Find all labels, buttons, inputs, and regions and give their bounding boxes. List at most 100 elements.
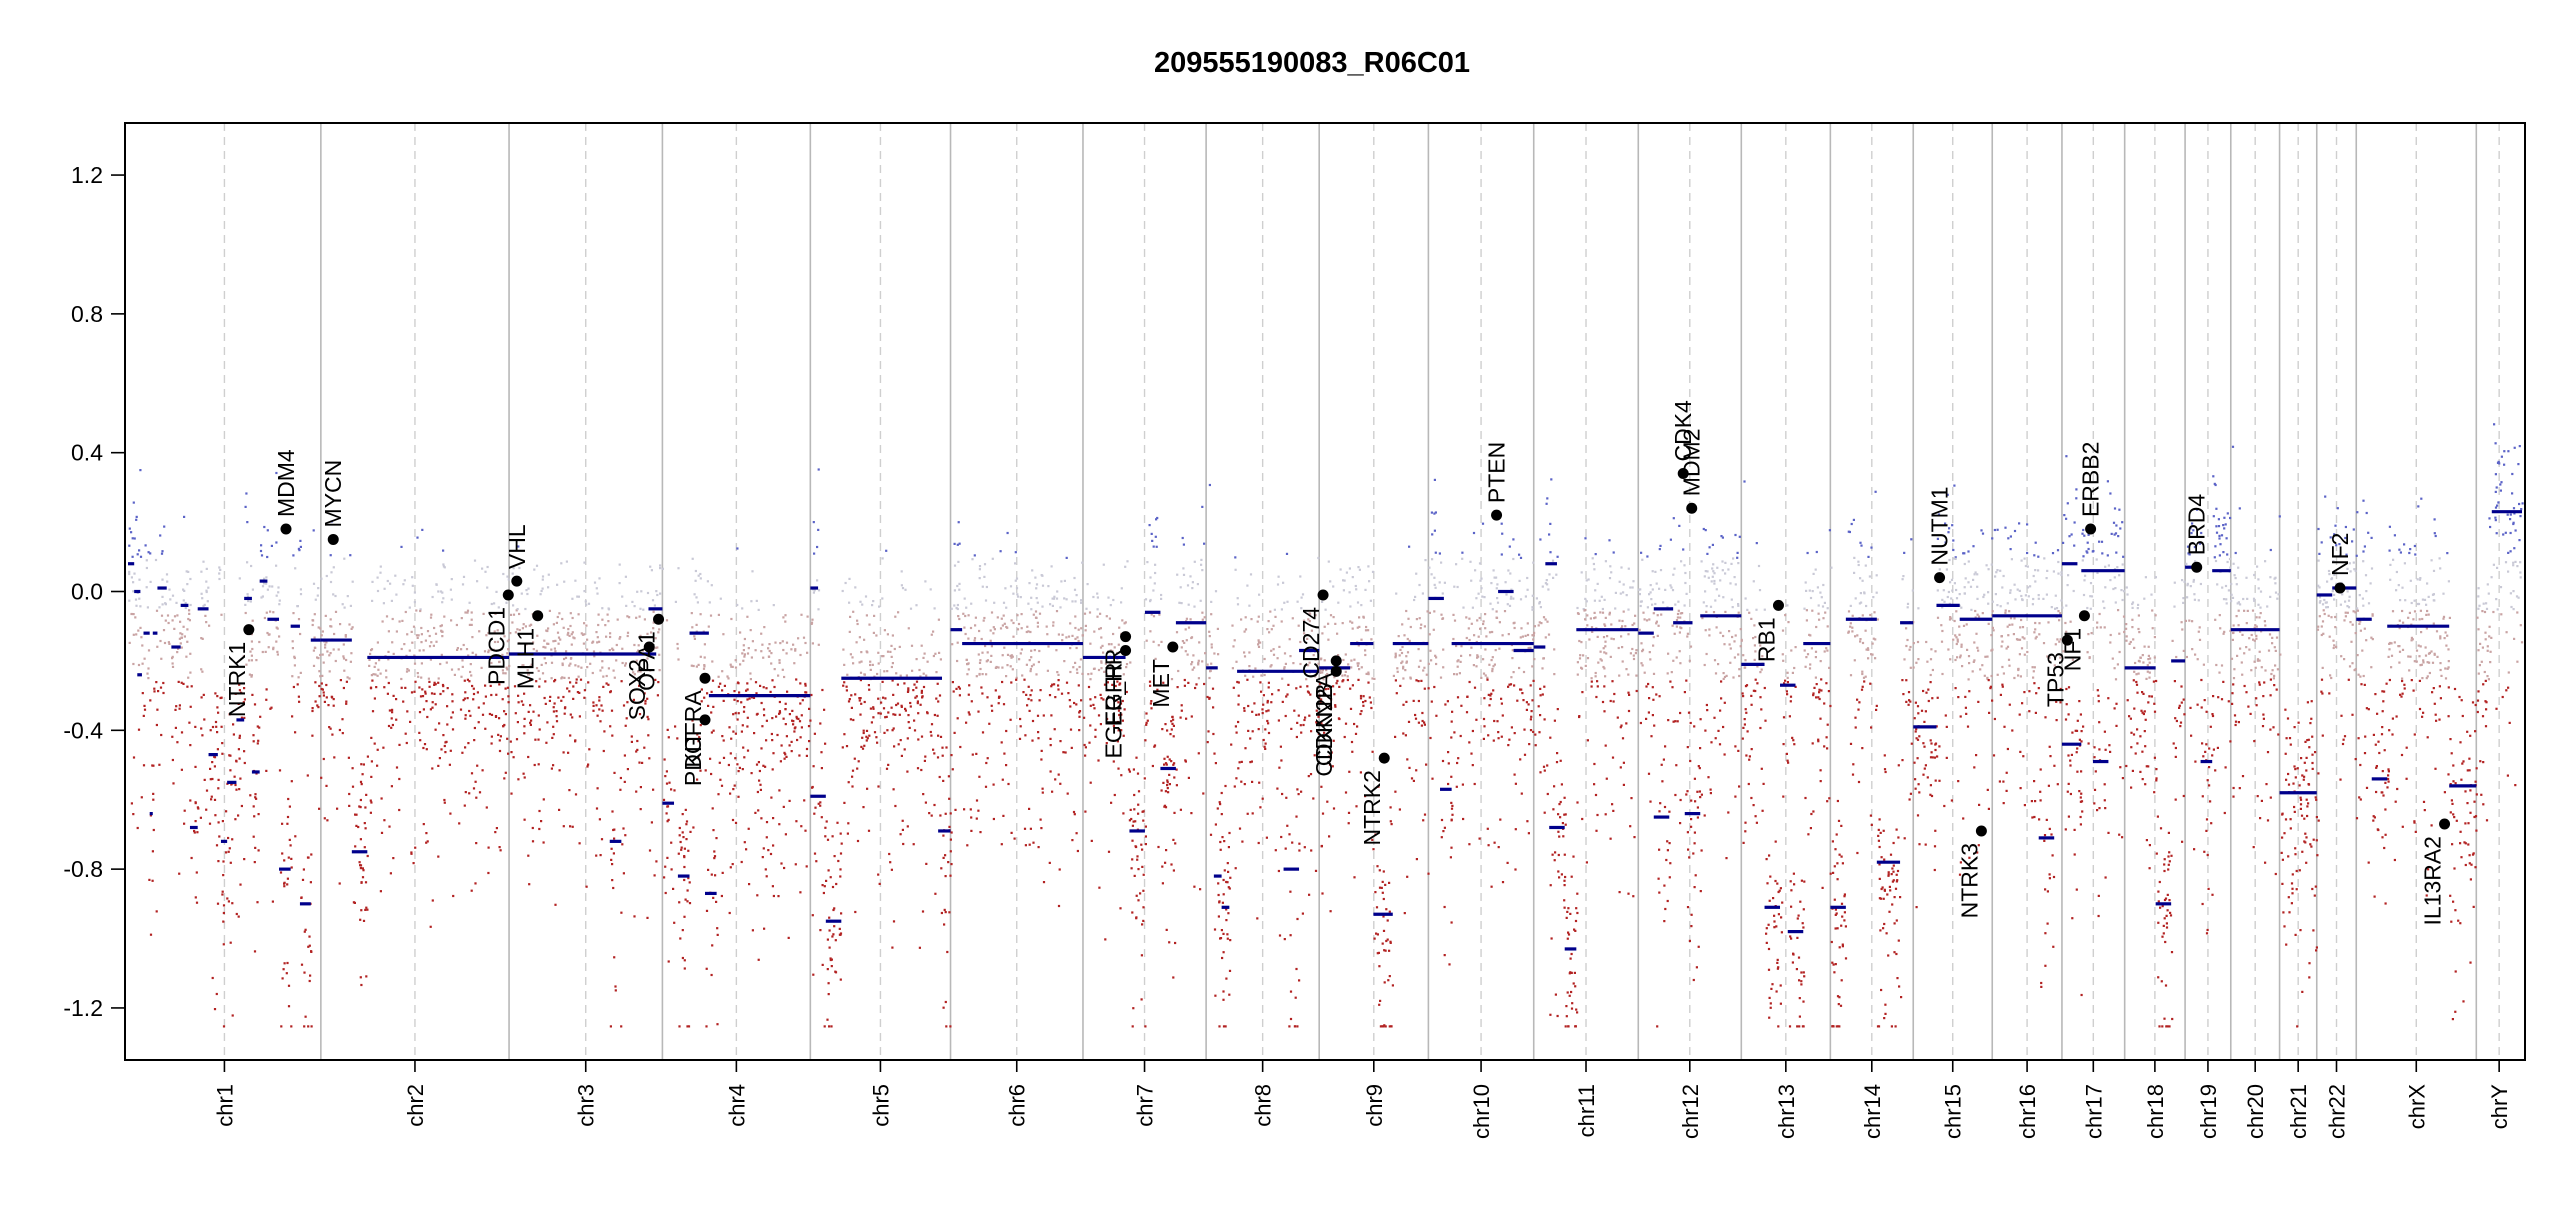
probe-point <box>952 768 954 770</box>
probe-point <box>756 894 758 896</box>
probe-point <box>1455 563 1457 565</box>
probe-point <box>1254 667 1256 669</box>
probe-point <box>1586 861 1588 863</box>
probe-point <box>1764 687 1766 689</box>
probe-point <box>1038 650 1040 652</box>
probe-point <box>1805 656 1807 658</box>
probe-point <box>1218 900 1220 902</box>
probe-point <box>1822 617 1824 619</box>
probe-point <box>652 627 654 629</box>
probe-point <box>543 841 545 843</box>
probe-point <box>703 668 705 670</box>
probe-point <box>945 875 947 877</box>
probe-point <box>1295 997 1297 999</box>
probe-point <box>987 651 989 653</box>
probe-point <box>766 875 768 877</box>
probe-point <box>1274 609 1276 611</box>
probe-point <box>1729 662 1731 664</box>
probe-point <box>1645 685 1647 687</box>
probe-point <box>704 643 706 645</box>
probe-point <box>711 731 713 733</box>
probe-point <box>1090 705 1092 707</box>
probe-point <box>175 705 177 707</box>
probe-point <box>1089 698 1091 700</box>
probe-point <box>1564 854 1566 856</box>
probe-point <box>1232 667 1234 669</box>
probe-point <box>1379 1000 1381 1002</box>
probe-point <box>706 968 708 970</box>
probe-point <box>323 691 325 693</box>
probe-point <box>312 624 314 626</box>
probe-point <box>155 559 157 561</box>
probe-point <box>1822 605 1824 607</box>
probe-point <box>1782 653 1784 655</box>
probe-point <box>1030 656 1032 658</box>
probe-point <box>738 712 740 714</box>
probe-point <box>491 603 493 605</box>
probe-point <box>1278 767 1280 769</box>
probe-point <box>279 769 281 771</box>
probe-point <box>1652 570 1654 572</box>
probe-point <box>1142 811 1144 813</box>
probe-point <box>575 682 577 684</box>
probe-point <box>1049 738 1051 740</box>
probe-point <box>398 778 400 780</box>
probe-point <box>1074 615 1076 617</box>
probe-point <box>1468 627 1470 629</box>
probe-point <box>1221 792 1223 794</box>
probe-point <box>1713 583 1715 585</box>
probe-point <box>1557 556 1559 558</box>
probe-point <box>1085 629 1087 631</box>
probe-point <box>1422 720 1424 722</box>
probe-point <box>294 567 296 569</box>
probe-point <box>218 572 220 574</box>
probe-point <box>1545 618 1547 620</box>
probe-point <box>1610 638 1612 640</box>
probe-point <box>1763 783 1765 785</box>
probe-point <box>614 985 616 987</box>
probe-point <box>1579 657 1581 659</box>
probe-point <box>1368 673 1370 675</box>
probe-point <box>155 681 157 683</box>
probe-point <box>1539 538 1541 540</box>
probe-point <box>1484 648 1486 650</box>
probe-point <box>900 739 902 741</box>
probe-point <box>330 571 332 573</box>
probe-point <box>732 863 734 865</box>
probe-point <box>288 1005 290 1007</box>
probe-point <box>395 698 397 700</box>
probe-point <box>734 757 736 759</box>
probe-point <box>1549 551 1551 553</box>
probe-point <box>934 714 936 716</box>
probe-point <box>293 656 295 658</box>
probe-point <box>406 633 408 635</box>
probe-point <box>1531 710 1533 712</box>
probe-point <box>1669 842 1671 844</box>
probe-point <box>829 929 831 931</box>
probe-point <box>1902 575 1904 577</box>
probe-point <box>674 725 676 727</box>
probe-point <box>852 611 854 613</box>
probe-point <box>1492 608 1494 610</box>
probe-point <box>1221 957 1223 959</box>
probe-point <box>1522 636 1524 638</box>
probe-point <box>1639 629 1641 631</box>
probe-point <box>611 863 613 865</box>
probe-point <box>735 667 737 669</box>
probe-point <box>675 601 677 603</box>
probe-point <box>1496 597 1498 599</box>
probe-point <box>1132 825 1134 827</box>
probe-point <box>625 576 627 578</box>
probe-point <box>685 838 687 840</box>
probe-point <box>441 631 443 633</box>
probe-point <box>1447 783 1449 785</box>
probe-point <box>1663 920 1665 922</box>
probe-point <box>1704 664 1706 666</box>
probe-point <box>159 534 161 536</box>
probe-point <box>1292 617 1294 619</box>
probe-point <box>1510 598 1512 600</box>
probe-point <box>1641 600 1643 602</box>
probe-point <box>1024 734 1026 736</box>
probe-point <box>1652 714 1654 716</box>
probe-point <box>1686 635 1688 637</box>
